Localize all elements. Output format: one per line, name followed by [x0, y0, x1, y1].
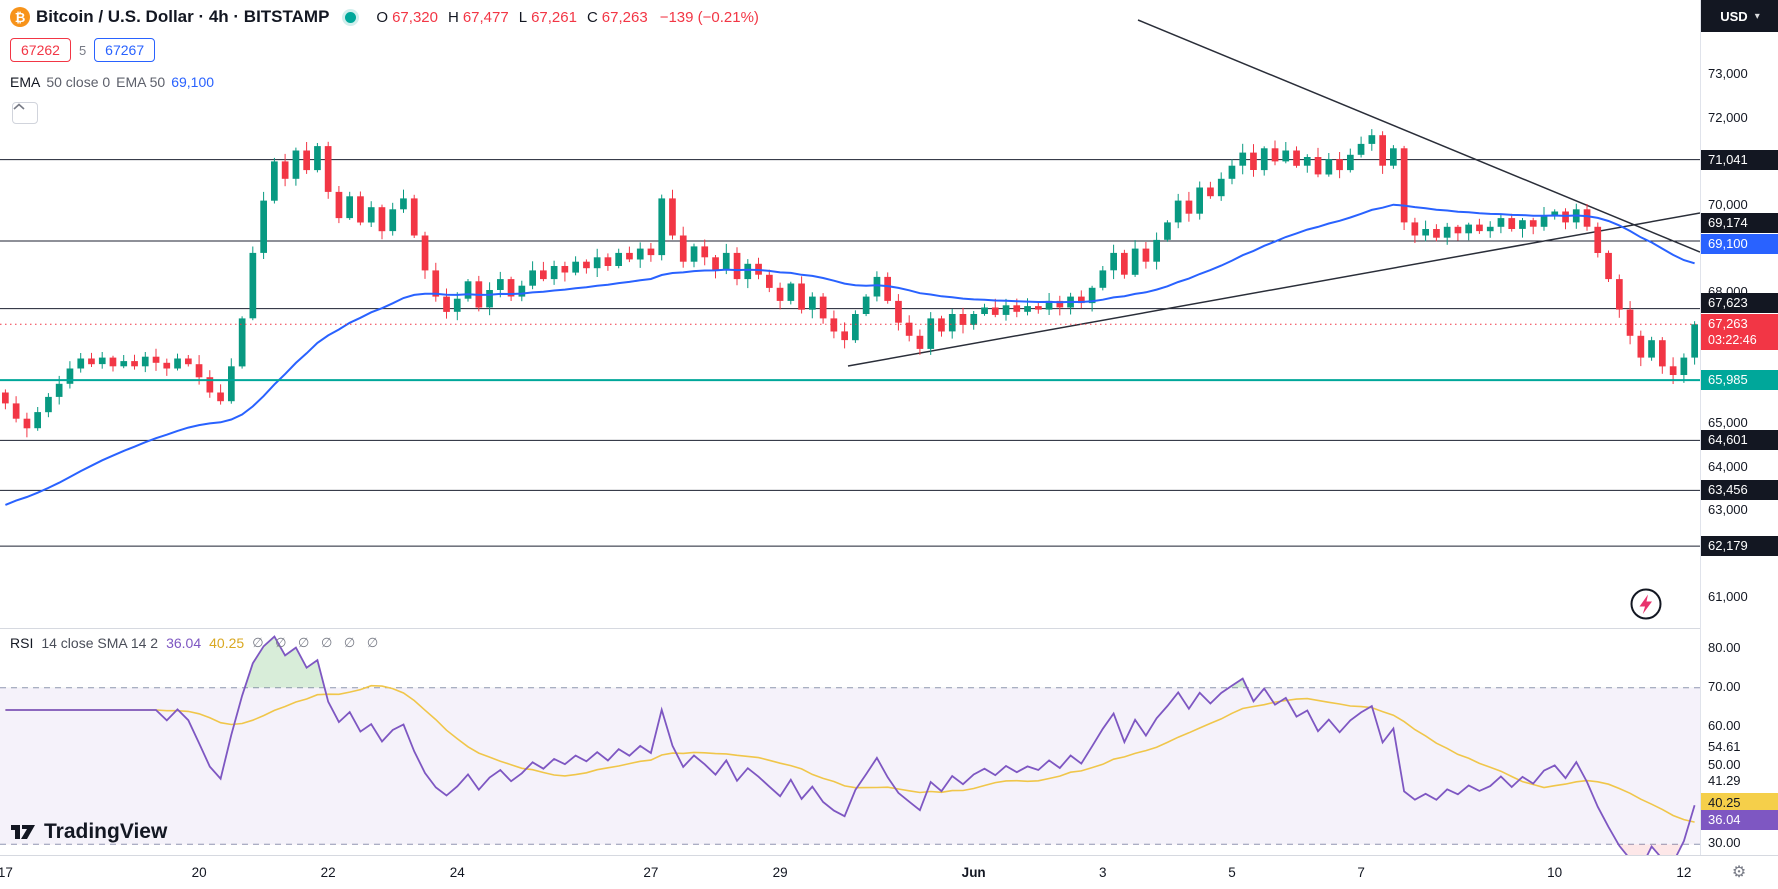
ema-series-label: EMA 50 [116, 74, 166, 90]
price-axis[interactable]: USD ▾ 73,00072,00070,00068,00065,00064,0… [1700, 0, 1778, 855]
rsi-badge: 36.04 [1701, 809, 1778, 830]
spread-value: 5 [78, 42, 87, 58]
time-axis-settings-button[interactable]: ⚙ [1700, 855, 1778, 889]
rsi-tick: 70.00 [1708, 678, 1741, 694]
open-label: O [376, 8, 389, 26]
time-label: 27 [643, 865, 659, 880]
ema-value: 69,100 [171, 74, 215, 90]
rsi-sma-value: 40.25 [209, 635, 245, 651]
rsi-tick: 54.61 [1708, 738, 1741, 754]
price-badge: 64,601 [1701, 430, 1778, 451]
price-badge: 69,100 [1701, 234, 1778, 255]
high-label: H [447, 8, 459, 26]
ema-name: EMA [10, 74, 41, 90]
time-label: 29 [772, 865, 788, 880]
rsi-tick: 50.00 [1708, 756, 1741, 772]
price-badge: 67,263 03:22:46 [1701, 314, 1778, 351]
bid-button[interactable]: 67262 [10, 38, 71, 62]
price-tick: 73,000 [1708, 66, 1748, 82]
time-label: 20 [191, 865, 207, 880]
chevron-down-icon: ▾ [1754, 10, 1760, 22]
time-label: 3 [1099, 865, 1107, 880]
rsi-title: RSI [10, 635, 34, 651]
rsi-pane: RSI 14 close SMA 14 2 36.04 40.25 ∅ ∅ ∅ … [0, 628, 1700, 856]
symbol-title[interactable]: Bitcoin / U.S. Dollar · 4h · BITSTAMP [36, 7, 330, 26]
price-tick: 64,000 [1708, 458, 1748, 474]
rsi-badge: 40.25 [1701, 793, 1778, 814]
rsi-chart[interactable] [0, 629, 1700, 856]
time-label: Jun [961, 865, 986, 880]
time-label: 10 [1547, 865, 1563, 880]
rsi-indicator-legend[interactable]: RSI 14 close SMA 14 2 36.04 40.25 ∅ ∅ ∅ … [10, 635, 382, 651]
rsi-band [0, 687, 1700, 845]
symbol-legend: ₿ Bitcoin / U.S. Dollar · 4h · BITSTAMP … [10, 7, 759, 27]
candles [2, 129, 1698, 438]
high-value: 67,477 [462, 8, 509, 26]
market-status-dot [345, 11, 357, 23]
rsi-line[interactable] [5, 635, 1696, 856]
candlestick-chart[interactable] [0, 0, 1700, 628]
price-badge: 62,179 [1701, 536, 1778, 557]
rsi-value: 36.04 [166, 635, 202, 651]
ask-button[interactable]: 67267 [94, 38, 156, 62]
rsi-null-values: ∅ ∅ ∅ ∅ ∅ ∅ [252, 635, 383, 650]
collapse-pane-button[interactable] [12, 102, 38, 124]
price-badge: 63,456 [1701, 480, 1778, 501]
ema50-line[interactable] [5, 203, 1695, 506]
tradingview-logo-icon [11, 825, 35, 839]
price-badge: 69,174 [1701, 212, 1778, 233]
low-value: 67,261 [531, 8, 577, 26]
flash-icon [1630, 588, 1662, 620]
price-badge: 67,623 [1701, 292, 1778, 313]
price-tick: 65,000 [1708, 415, 1748, 431]
tradingview-logo-text: TradingView [44, 820, 168, 843]
time-axis[interactable]: 17 20 22 24 27 29 Jun 3 5 7 10 12 [0, 855, 1778, 889]
price-pane: ₿ Bitcoin / U.S. Dollar · 4h · BITSTAMP … [0, 0, 1700, 628]
price-badge: 71,041 [1701, 149, 1778, 170]
price-tick: 61,000 [1708, 589, 1748, 605]
rsi-tick: 60.00 [1708, 717, 1741, 733]
rsi-tick: 80.00 [1708, 639, 1741, 655]
time-label: 22 [320, 865, 336, 880]
price-badge: 65,985 [1701, 370, 1778, 391]
close-value: 67,263 [601, 8, 648, 26]
trendline[interactable] [847, 212, 1700, 367]
time-label: 7 [1357, 865, 1365, 880]
rsi-sma-line[interactable] [5, 684, 1695, 823]
time-label: 5 [1228, 865, 1236, 880]
currency-label: USD [1720, 8, 1748, 24]
time-label: 12 [1676, 865, 1692, 880]
tradingview-logo[interactable]: TradingView [10, 820, 167, 844]
flash-button[interactable] [1628, 586, 1664, 622]
change-value: −139 (−0.21%) [659, 8, 759, 26]
gear-icon: ⚙ [1731, 864, 1747, 881]
rsi-params: 14 close SMA 14 2 [41, 635, 159, 651]
trendline[interactable] [1137, 19, 1700, 253]
ohlc-values: O 67,320 H 67,477 L 67,261 C 67,263 [370, 9, 647, 26]
time-label: 17 [0, 865, 13, 880]
currency-unit-button[interactable]: USD ▾ [1701, 0, 1778, 32]
rsi-tick: 30.00 [1708, 835, 1741, 851]
time-label: 24 [449, 865, 465, 880]
price-tick: 70,000 [1708, 196, 1748, 212]
ema-indicator-legend[interactable]: EMA 50 close 0 EMA 50 69,100 [10, 74, 214, 90]
price-tick: 72,000 [1708, 109, 1748, 125]
close-label: C [586, 8, 598, 26]
bitcoin-logo-icon: ₿ [10, 7, 30, 27]
bid-ask-row: 67262 5 67267 [10, 38, 156, 62]
rsi-tick: 41.29 [1708, 773, 1741, 789]
open-value: 67,320 [392, 8, 438, 26]
ema-params: 50 close 0 [46, 74, 111, 90]
low-label: L [518, 8, 528, 26]
price-tick: 63,000 [1708, 502, 1748, 518]
chevron-up-icon [13, 103, 25, 110]
